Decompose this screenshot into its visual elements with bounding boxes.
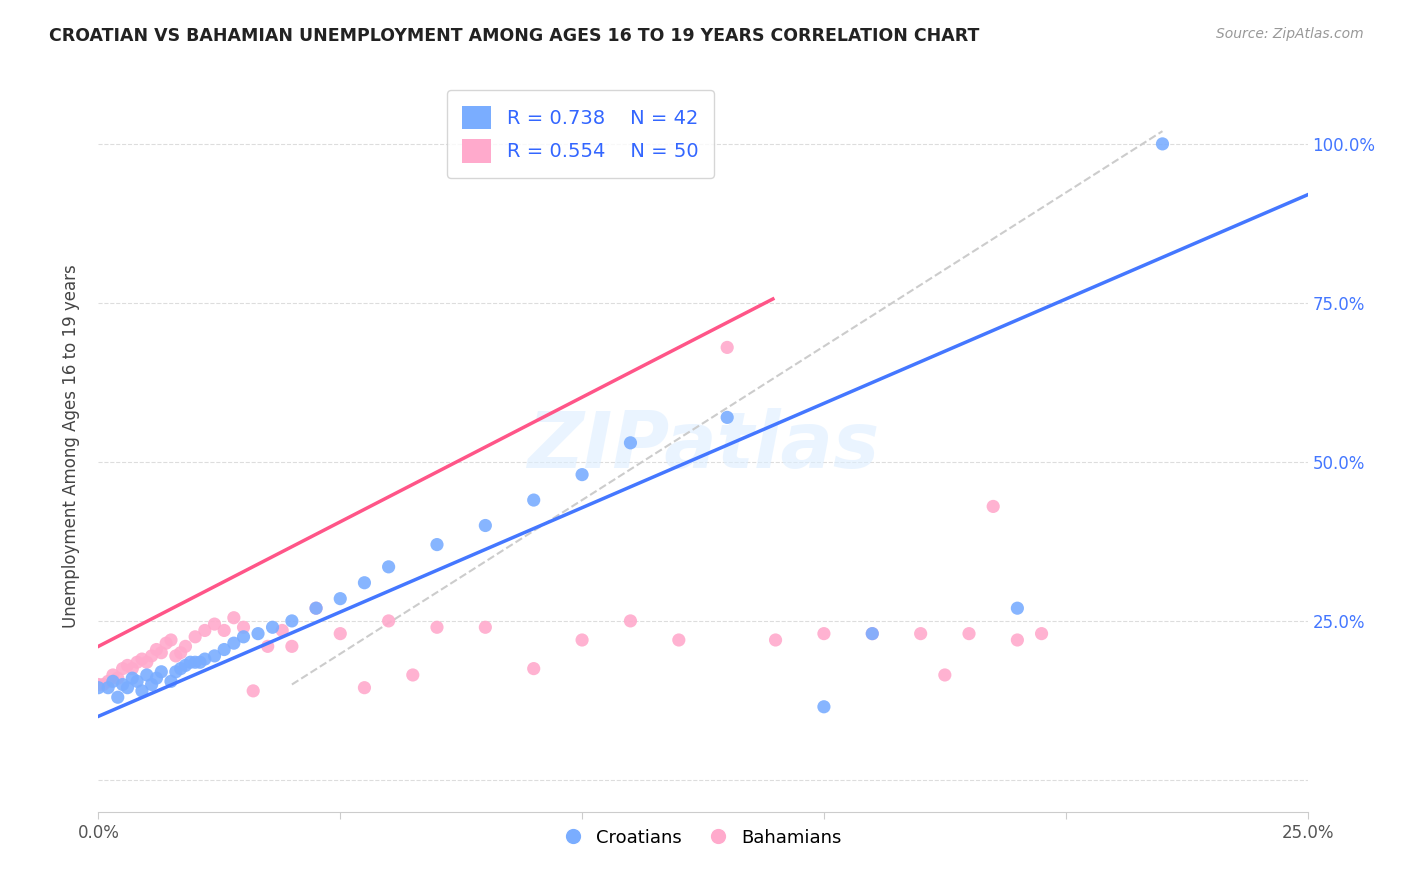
Point bbox=[145, 642, 167, 657]
Point bbox=[135, 655, 157, 669]
Point bbox=[377, 559, 399, 574]
Point bbox=[860, 626, 883, 640]
Point bbox=[305, 601, 328, 615]
Point bbox=[160, 674, 183, 689]
Point bbox=[194, 624, 217, 638]
Point bbox=[107, 671, 129, 685]
Point bbox=[97, 681, 120, 695]
Point bbox=[523, 493, 546, 508]
Point bbox=[860, 626, 883, 640]
Point bbox=[247, 626, 270, 640]
Point bbox=[571, 467, 593, 482]
Point bbox=[474, 518, 496, 533]
Point bbox=[402, 668, 425, 682]
Point bbox=[242, 684, 264, 698]
Point bbox=[150, 665, 173, 679]
Point bbox=[155, 636, 177, 650]
Point bbox=[127, 655, 149, 669]
Point bbox=[271, 624, 294, 638]
Point bbox=[141, 677, 163, 691]
Y-axis label: Unemployment Among Ages 16 to 19 years: Unemployment Among Ages 16 to 19 years bbox=[62, 264, 80, 628]
Point bbox=[256, 640, 278, 654]
Text: CROATIAN VS BAHAMIAN UNEMPLOYMENT AMONG AGES 16 TO 19 YEARS CORRELATION CHART: CROATIAN VS BAHAMIAN UNEMPLOYMENT AMONG … bbox=[49, 27, 980, 45]
Point bbox=[121, 671, 143, 685]
Point bbox=[1031, 626, 1053, 640]
Point bbox=[111, 677, 134, 691]
Point bbox=[204, 617, 226, 632]
Point bbox=[716, 340, 738, 354]
Point bbox=[619, 614, 641, 628]
Point bbox=[101, 668, 124, 682]
Point bbox=[523, 662, 546, 676]
Point bbox=[281, 614, 304, 628]
Point bbox=[87, 677, 110, 691]
Point bbox=[426, 538, 449, 552]
Point bbox=[1007, 601, 1029, 615]
Point bbox=[111, 662, 134, 676]
Point bbox=[222, 636, 245, 650]
Point bbox=[150, 646, 173, 660]
Point bbox=[1007, 632, 1029, 647]
Point bbox=[305, 601, 328, 615]
Point bbox=[117, 681, 139, 695]
Point bbox=[353, 575, 375, 590]
Point bbox=[131, 684, 153, 698]
Point bbox=[262, 620, 284, 634]
Point bbox=[174, 658, 197, 673]
Point bbox=[957, 626, 980, 640]
Point bbox=[179, 655, 201, 669]
Point bbox=[169, 646, 191, 660]
Point bbox=[184, 655, 207, 669]
Point bbox=[131, 652, 153, 666]
Point bbox=[194, 652, 217, 666]
Point bbox=[145, 671, 167, 685]
Point bbox=[377, 614, 399, 628]
Point bbox=[169, 662, 191, 676]
Point bbox=[934, 668, 956, 682]
Point bbox=[765, 632, 787, 647]
Point bbox=[188, 655, 211, 669]
Point bbox=[184, 630, 207, 644]
Point bbox=[87, 681, 110, 695]
Legend: Croatians, Bahamians: Croatians, Bahamians bbox=[557, 822, 849, 854]
Text: Source: ZipAtlas.com: Source: ZipAtlas.com bbox=[1216, 27, 1364, 41]
Point bbox=[910, 626, 932, 640]
Point bbox=[619, 435, 641, 450]
Point bbox=[222, 611, 245, 625]
Point bbox=[329, 626, 352, 640]
Point bbox=[97, 674, 120, 689]
Point bbox=[165, 648, 187, 663]
Point bbox=[668, 632, 690, 647]
Point bbox=[160, 632, 183, 647]
Point bbox=[716, 410, 738, 425]
Point bbox=[474, 620, 496, 634]
Point bbox=[813, 699, 835, 714]
Point bbox=[212, 642, 235, 657]
Point bbox=[353, 681, 375, 695]
Point bbox=[426, 620, 449, 634]
Point bbox=[204, 648, 226, 663]
Point bbox=[1152, 136, 1174, 151]
Point bbox=[101, 674, 124, 689]
Point bbox=[121, 662, 143, 676]
Point bbox=[91, 677, 114, 691]
Point bbox=[571, 632, 593, 647]
Point bbox=[174, 640, 197, 654]
Point bbox=[135, 668, 157, 682]
Point bbox=[232, 630, 254, 644]
Point bbox=[212, 624, 235, 638]
Point bbox=[981, 500, 1004, 514]
Point bbox=[232, 620, 254, 634]
Point bbox=[813, 626, 835, 640]
Point bbox=[141, 648, 163, 663]
Point bbox=[329, 591, 352, 606]
Point bbox=[107, 690, 129, 705]
Point bbox=[117, 658, 139, 673]
Point bbox=[165, 665, 187, 679]
Point bbox=[127, 674, 149, 689]
Point bbox=[281, 640, 304, 654]
Text: ZIPatlas: ZIPatlas bbox=[527, 408, 879, 484]
